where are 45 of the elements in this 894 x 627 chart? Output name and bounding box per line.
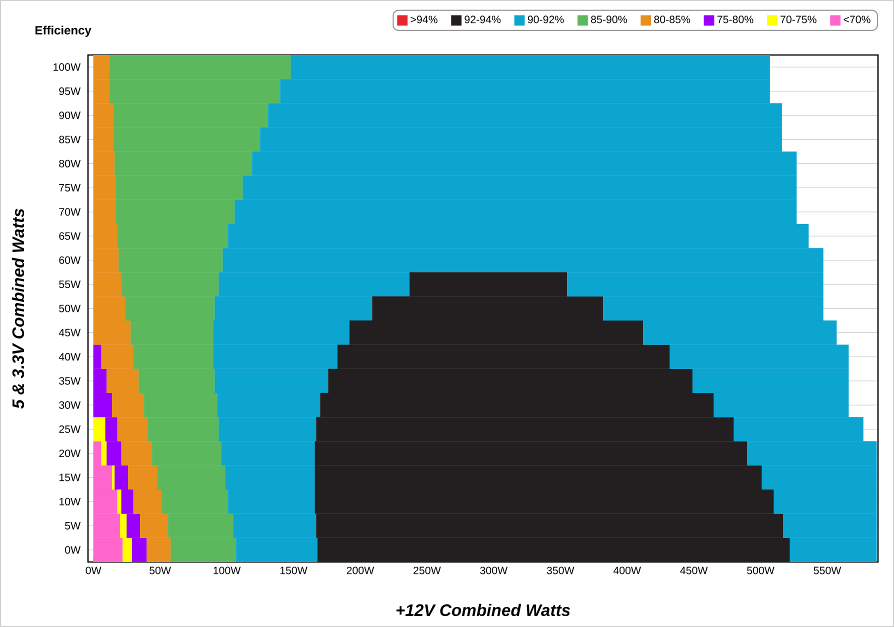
x-tick-label: 350W: [546, 566, 574, 574]
y-tick-label: 90W: [59, 112, 81, 120]
y-tick-label: 30W: [59, 401, 81, 409]
y-tick-label: 40W: [58, 353, 81, 361]
y-tick-label: 20W: [59, 450, 81, 458]
y-tick-label: 60W: [59, 256, 81, 264]
y-tick-label: 35W: [59, 377, 81, 385]
x-tick-label: 150W: [280, 566, 308, 574]
y-tick-label: 80W: [59, 160, 81, 168]
y-tick-label: 45W: [58, 328, 81, 336]
y-tick-label: 55W: [59, 280, 81, 288]
y-tick-label: 50W: [59, 304, 81, 312]
chart-title: Efficiency: [36, 26, 92, 37]
legend-label: >94%: [410, 16, 438, 24]
y-axis-title: 5 & 3.3V Combined Watts: [12, 208, 24, 409]
y-tick-label: 70W: [59, 208, 81, 216]
y-tick-label: 5W: [65, 522, 81, 530]
y-tick-label: 25W: [59, 425, 81, 433]
legend-label: 80-85%: [654, 16, 690, 24]
x-tick-label: 300W: [480, 566, 508, 574]
y-tick-label: 0W: [65, 546, 81, 554]
x-tick-label: 450W: [680, 566, 708, 574]
x-tick-label: 400W: [613, 566, 642, 574]
x-tick-label: 0W: [86, 566, 102, 574]
legend-label: 75-80%: [717, 16, 754, 24]
x-tick-label: 200W: [346, 566, 374, 574]
y-tick-label: 65W: [59, 232, 81, 240]
x-axis-title: +12V Combined Watts: [396, 604, 570, 616]
y-tick-label: 95W: [59, 87, 81, 95]
y-tick-label: 85W: [59, 136, 81, 144]
legend-label: 92-94%: [464, 16, 501, 24]
x-tick-label: 50W: [150, 566, 171, 574]
y-tick-label: 15W: [60, 474, 81, 482]
legend-label: <70%: [844, 16, 870, 24]
y-tick-label: 75W: [59, 184, 81, 192]
legend-label: 85-90%: [591, 16, 627, 24]
x-tick-label: 500W: [747, 566, 774, 574]
bar: [112, 465, 115, 490]
legend-label: 90-92%: [528, 16, 564, 24]
legend-label: 70-75%: [780, 16, 816, 24]
y-tick-label: 10W: [60, 498, 81, 506]
x-tick-label: 250W: [414, 566, 441, 574]
x-tick-label: 550W: [814, 566, 842, 574]
y-tick-label: 100W: [54, 63, 81, 71]
x-tick-label: 100W: [214, 566, 241, 574]
